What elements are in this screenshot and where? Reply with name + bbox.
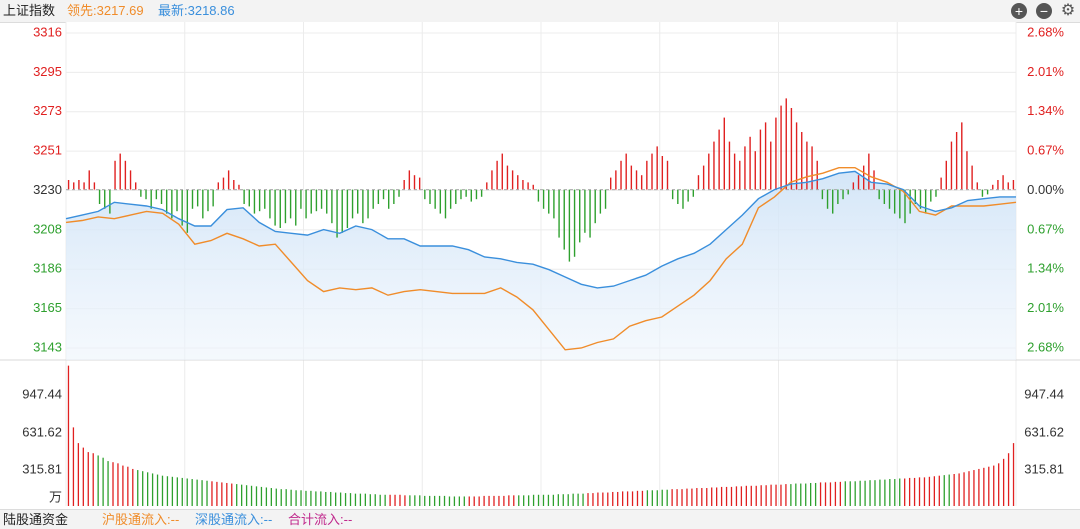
- pct-tick-label: 2.68%: [1027, 339, 1064, 354]
- minus-circle-icon[interactable]: −: [1036, 3, 1052, 19]
- sz-flow-label: 深股通流入:--: [195, 512, 273, 527]
- volume-tick-label-right: 947.44: [1024, 386, 1064, 401]
- volume-tick-label-left: 947.44: [22, 386, 62, 401]
- price-tick-label: 3316: [33, 24, 62, 39]
- pct-tick-label: 2.01%: [1027, 300, 1064, 315]
- price-tick-label: 3143: [33, 339, 62, 354]
- pct-tick-label: 2.01%: [1027, 64, 1064, 79]
- price-lines: [65, 166, 1017, 351]
- pct-tick-label: 1.34%: [1027, 261, 1064, 276]
- latest-value: 最新:3218.86: [158, 3, 235, 18]
- price-tick-label: 3251: [33, 143, 62, 158]
- price-tick-label: 3230: [33, 182, 62, 197]
- pct-tick-label: 0.67%: [1027, 143, 1064, 158]
- plus-circle-icon[interactable]: +: [1011, 3, 1027, 19]
- price-tick-label: 3273: [33, 103, 62, 118]
- sh-flow-label: 沪股通流入:--: [102, 512, 180, 527]
- total-flow-label: 合计流入:--: [288, 512, 353, 527]
- volume-tick-label-left: 631.62: [22, 424, 62, 439]
- price-tick-label: 3165: [33, 300, 62, 315]
- axis-labels: 3316 3295 3273 3251 3230 3208 3186 3165 3143 2.68…: [22, 24, 1064, 504]
- footer-title: 陆股通资金: [3, 512, 69, 527]
- updown-bars: [66, 98, 1016, 262]
- leading-value: 领先:3217.69: [67, 3, 144, 18]
- price-tick-label: 3208: [33, 221, 62, 236]
- pct-tick-label: 2.68%: [1027, 24, 1064, 39]
- price-tick-label: 3186: [33, 261, 62, 276]
- chart-header: 上证指数 领先:3217.69 最新:3218.86 + − ⚙: [0, 0, 1080, 23]
- volume-tick-label-right: 631.62: [1024, 424, 1064, 439]
- price-tick-label: 3295: [33, 64, 62, 79]
- index-title: 上证指数: [3, 3, 56, 18]
- leading-line: [65, 166, 1017, 351]
- pct-tick-label: 0.67%: [1027, 221, 1064, 236]
- volume-tick-label-right: 315.81: [1024, 461, 1064, 476]
- northbound-footer: 陆股通资金 沪股通流入:-- 深股通流入:-- 合计流入:--: [0, 509, 1080, 529]
- price-area: [66, 171, 1016, 360]
- volume-unit-label: 万: [49, 489, 62, 504]
- gear-icon[interactable]: ⚙: [1060, 2, 1076, 19]
- pct-tick-label: 1.34%: [1027, 103, 1064, 118]
- volume-bars: [67, 365, 1015, 506]
- volume-tick-label-left: 315.81: [22, 461, 62, 476]
- pct-tick-label: 0.00%: [1027, 182, 1064, 197]
- latest-line: [65, 170, 1016, 289]
- latest-area-fill: [66, 171, 1016, 360]
